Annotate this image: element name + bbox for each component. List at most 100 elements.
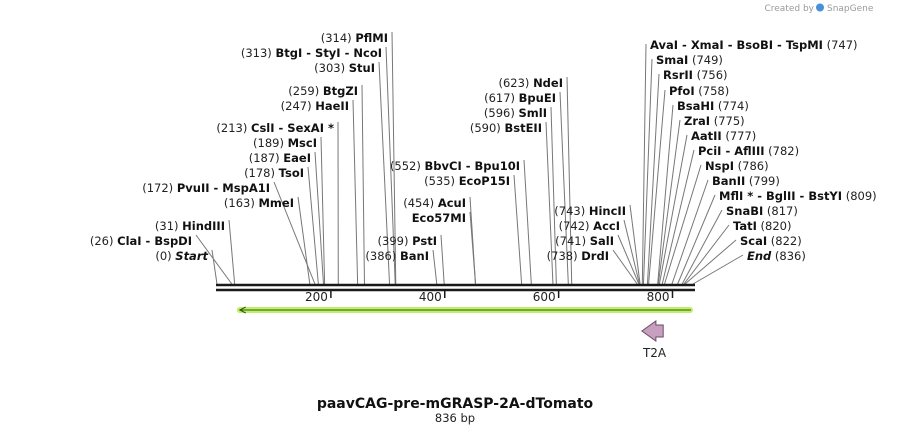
site-leader bbox=[658, 134, 688, 285]
site-psti[interactable]: (399) PstI bbox=[378, 234, 437, 248]
orf-arrow bbox=[236, 306, 693, 314]
enzyme-name: AccI bbox=[593, 219, 620, 233]
site-bsahi[interactable]: BsaHI (774) bbox=[677, 99, 749, 113]
site-aatii[interactable]: AatII (777) bbox=[691, 129, 756, 143]
enzyme-name: MspA1I bbox=[222, 181, 270, 195]
site-bbvci[interactable]: (552) BbvCI - Bpu10I bbox=[390, 159, 520, 173]
site-pvuii[interactable]: (172) PvuII - MspA1I bbox=[142, 181, 270, 195]
site-leader bbox=[391, 31, 397, 285]
enzyme-name: BglII bbox=[766, 189, 796, 203]
site-bani[interactable]: (386) BanI bbox=[365, 249, 429, 263]
site-pcii[interactable]: PciI - AflIII (782) bbox=[698, 144, 799, 158]
site-position: (187) bbox=[249, 151, 284, 165]
name-separator: - bbox=[753, 189, 766, 203]
svg-text:(743) HincII: (743) HincII bbox=[554, 204, 626, 218]
svg-text:ZraI (775): ZraI (775) bbox=[684, 114, 745, 128]
site-csli[interactable]: (213) CslI - SexAI * bbox=[216, 121, 334, 135]
svg-text:(535) EcoP15I: (535) EcoP15I bbox=[424, 174, 510, 188]
site-acui[interactable]: (454) AcuI bbox=[403, 196, 466, 210]
name-separator: - bbox=[724, 38, 737, 52]
site-snabi[interactable]: SnaBI (817) bbox=[726, 204, 798, 218]
site-pflmi[interactable]: (314) PflMI bbox=[321, 31, 388, 45]
name-separator: - bbox=[275, 121, 288, 135]
site-leader bbox=[661, 149, 695, 285]
site-leader bbox=[671, 179, 709, 285]
site-hindiii[interactable]: (31) HindIII bbox=[155, 219, 225, 233]
site-leader bbox=[559, 91, 569, 285]
site-pfoi[interactable]: PfoI (758) bbox=[669, 84, 729, 98]
site-avai[interactable]: AvaI - XmaI - BsoBI - TspMI (747) bbox=[650, 38, 858, 52]
site-haeii[interactable]: (247) HaeII bbox=[281, 99, 349, 113]
site-position: (777) bbox=[722, 129, 757, 143]
credit: Created by SnapGene bbox=[764, 3, 874, 14]
enzyme-name: RsrII bbox=[663, 68, 693, 82]
enzyme-name: SmlI bbox=[519, 106, 548, 120]
enzyme-name: HincII bbox=[589, 204, 626, 218]
site-hincii[interactable]: (743) HincII bbox=[554, 204, 626, 218]
feature-t2a[interactable]: T2A bbox=[641, 320, 667, 360]
svg-text:NspI (786): NspI (786) bbox=[705, 159, 769, 173]
enzyme-name: Start bbox=[175, 249, 208, 263]
site-bsteii[interactable]: (590) BstEII bbox=[470, 121, 542, 135]
enzyme-name: NspI bbox=[705, 159, 734, 173]
site-sali[interactable]: (741) SalI bbox=[555, 234, 614, 248]
svg-text:(313) BtgI - StyI - NcoI: (313) BtgI - StyI - NcoI bbox=[241, 46, 382, 60]
site-leader bbox=[566, 76, 573, 285]
site-position: (596) bbox=[484, 106, 519, 120]
site-mfli[interactable]: MflI * - BglII - BstYI (809) bbox=[719, 189, 877, 203]
map-title: paavCAG-pre-mGRASP-2A-dTomato bbox=[317, 396, 594, 412]
site-stui[interactable]: (303) StuI bbox=[314, 61, 375, 75]
enzyme-name: PfoI bbox=[669, 84, 695, 98]
site-position: (454) bbox=[403, 196, 438, 210]
enzyme-name: SexAI * bbox=[287, 121, 334, 135]
site-end[interactable]: End (836) bbox=[747, 249, 806, 263]
site-eaei[interactable]: (187) EaeI bbox=[249, 151, 311, 165]
site-drdi[interactable]: (738) DrdI bbox=[547, 249, 609, 263]
enzyme-name: PstI bbox=[412, 234, 437, 248]
site-start[interactable]: (0) Start bbox=[155, 249, 208, 263]
svg-text:AvaI - XmaI - BsoBI - Ts: AvaI - XmaI - BsoBI - TspMI (747) bbox=[650, 38, 858, 52]
svg-text:ScaI (822): ScaI (822) bbox=[740, 234, 802, 248]
site-rsrii[interactable]: RsrII (756) bbox=[663, 68, 728, 82]
site-nspi[interactable]: NspI (786) bbox=[705, 159, 769, 173]
svg-text:RsrII (756): RsrII (756) bbox=[663, 68, 728, 82]
site-mmei[interactable]: (163) MmeI bbox=[224, 196, 294, 210]
site-eco57mi[interactable]: Eco57MI bbox=[412, 211, 466, 225]
site-banii[interactable]: BanII (799) bbox=[712, 174, 780, 188]
feature-arrow bbox=[641, 320, 664, 342]
site-position: (820) bbox=[757, 219, 792, 233]
site-btgzi[interactable]: (259) BtgZI bbox=[288, 84, 358, 98]
name-separator: - bbox=[796, 189, 809, 203]
site-position: (552) bbox=[390, 159, 425, 173]
site-zrai[interactable]: ZraI (775) bbox=[684, 114, 745, 128]
enzyme-name: AvaI bbox=[650, 38, 678, 52]
site-tsoi[interactable]: (178) TsoI bbox=[244, 166, 304, 180]
site-msci[interactable]: (189) MscI bbox=[253, 136, 317, 150]
site-position: (799) bbox=[745, 174, 780, 188]
enzyme-name: SnaBI bbox=[726, 204, 763, 218]
site-smli[interactable]: (596) SmlI bbox=[484, 106, 547, 120]
enzyme-name: TspMI bbox=[786, 38, 823, 52]
site-leader bbox=[545, 121, 554, 285]
enzyme-name: DrdI bbox=[581, 249, 609, 263]
enzyme-name: PvuII bbox=[177, 181, 210, 195]
site-smai[interactable]: SmaI (749) bbox=[656, 53, 723, 67]
site-leader bbox=[657, 104, 674, 285]
site-btgi[interactable]: (313) BtgI - StyI - NcoI bbox=[241, 46, 382, 60]
svg-text:(386) BanI: (386) BanI bbox=[365, 249, 429, 263]
site-tati[interactable]: TatI (820) bbox=[733, 219, 792, 233]
site-leader bbox=[641, 43, 647, 285]
map-length: 836 bp bbox=[435, 411, 475, 425]
site-scai[interactable]: ScaI (822) bbox=[740, 234, 802, 248]
site-acci[interactable]: (742) AccI bbox=[559, 219, 620, 233]
svg-text:(31) HindIII: (31) HindIII bbox=[155, 219, 225, 233]
axis-tick-label-600: 600 bbox=[533, 290, 556, 304]
enzyme-name: MflI * bbox=[719, 189, 753, 203]
axis-ticks: 200 400 600 800 bbox=[305, 290, 674, 304]
site-bpuei[interactable]: (617) BpuEI bbox=[484, 91, 556, 105]
site-ndei[interactable]: (623) NdeI bbox=[498, 76, 563, 90]
site-ecop15i[interactable]: (535) EcoP15I bbox=[424, 174, 510, 188]
credit-text: Created by bbox=[764, 4, 814, 14]
site-position: (313) bbox=[241, 46, 276, 60]
site-clai[interactable]: (26) ClaI - BspDI bbox=[90, 234, 192, 248]
